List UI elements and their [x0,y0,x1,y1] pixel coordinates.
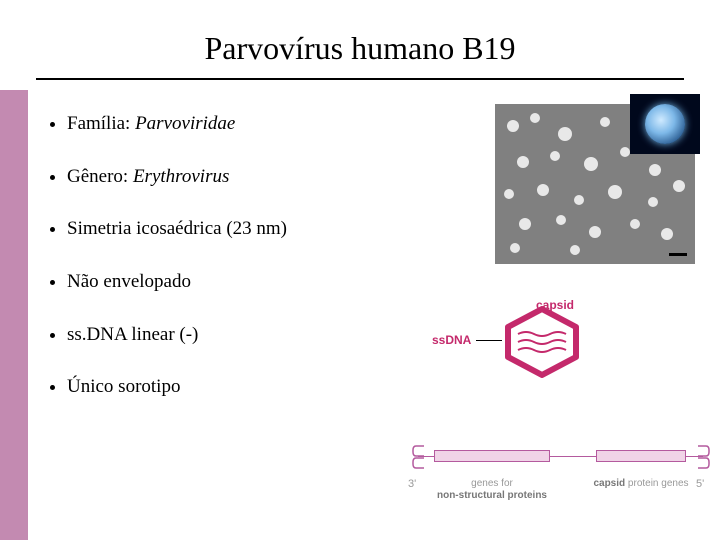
bullet-dot-icon [50,122,55,127]
capsid-gene-label: capsid protein genes [586,478,696,490]
bullet-italic: Parvoviridae [135,113,235,134]
hairpin-right-icon [694,444,710,470]
virion-dot-icon [510,243,520,253]
nsp-gene-label: genes for non-structural proteins [436,478,548,502]
bullet-item: Família: Parvoviridae [50,112,410,137]
bullet-text: Não envelopado [67,271,191,292]
bullet-item: ss.DNA linear (-) [50,323,410,348]
bullet-item: Único sorotipo [50,375,410,400]
virion-dot-icon [530,113,540,123]
bullet-prefix: Família: [67,113,135,134]
nsp-line1: genes for [471,478,513,489]
nsp-gene-region [434,450,550,462]
bullet-text: Único sorotipo [67,376,180,397]
virion-dot-icon [630,219,640,229]
scale-bar-icon [669,253,687,256]
virion-dot-icon [608,185,622,199]
bullet-dot-icon [50,385,55,390]
virion-dot-icon [584,157,598,171]
sidebar-accent [0,90,28,540]
bullet-prefix: Gênero: [67,166,133,187]
bullet-item: Simetria icosaédrica (23 nm) [50,217,410,242]
bullet-text: Simetria icosaédrica (23 nm) [67,218,287,239]
dna-coil-icon [516,328,568,356]
nsp-line2: non-structural proteins [437,490,547,501]
virion-dot-icon [556,215,566,225]
virion-dot-icon [507,120,519,132]
title-underline [36,78,684,80]
three-prime-label: 3' [408,478,416,490]
bullet-dot-icon [50,333,55,338]
virion-icon [645,104,685,144]
bullet-item: Gênero: Erythrovirus [50,165,410,190]
virion-dot-icon [649,164,661,176]
bullet-dot-icon [50,175,55,180]
virion-dot-icon [558,127,572,141]
virion-dot-icon [537,184,549,196]
hairpin-left-icon [412,444,428,470]
ssdna-leader-line [476,340,502,341]
bullet-dot-icon [50,227,55,232]
virion-dot-icon [519,218,531,230]
virion-dot-icon [648,197,658,207]
bullet-text: ss.DNA linear (-) [67,324,198,345]
virion-dot-icon [574,195,584,205]
bullet-item: Não envelopado [50,270,410,295]
virion-dot-icon [620,147,630,157]
capsid-gene-region [596,450,686,462]
bullet-list: Família: Parvoviridae Gênero: Erythrovir… [50,112,410,428]
virion-inset-image [630,94,700,154]
bullet-italic: Erythrovirus [133,166,229,187]
virion-dot-icon [673,180,685,192]
virion-dot-icon [570,245,580,255]
virion-dot-icon [589,226,601,238]
virion-dot-icon [517,156,529,168]
bullet-dot-icon [50,280,55,285]
ssdna-label: ssDNA [432,333,471,347]
five-prime-label: 5' [696,478,704,490]
virion-dot-icon [550,151,560,161]
virion-dot-icon [661,228,673,240]
virion-dot-icon [600,117,610,127]
slide-title: Parvovírus humano B19 [0,30,720,67]
slide-container: Parvovírus humano B19 Família: Parvoviri… [0,0,720,540]
cap-line1: capsid [593,478,627,489]
cap-line2: protein genes [628,478,689,489]
virion-dot-icon [504,189,514,199]
